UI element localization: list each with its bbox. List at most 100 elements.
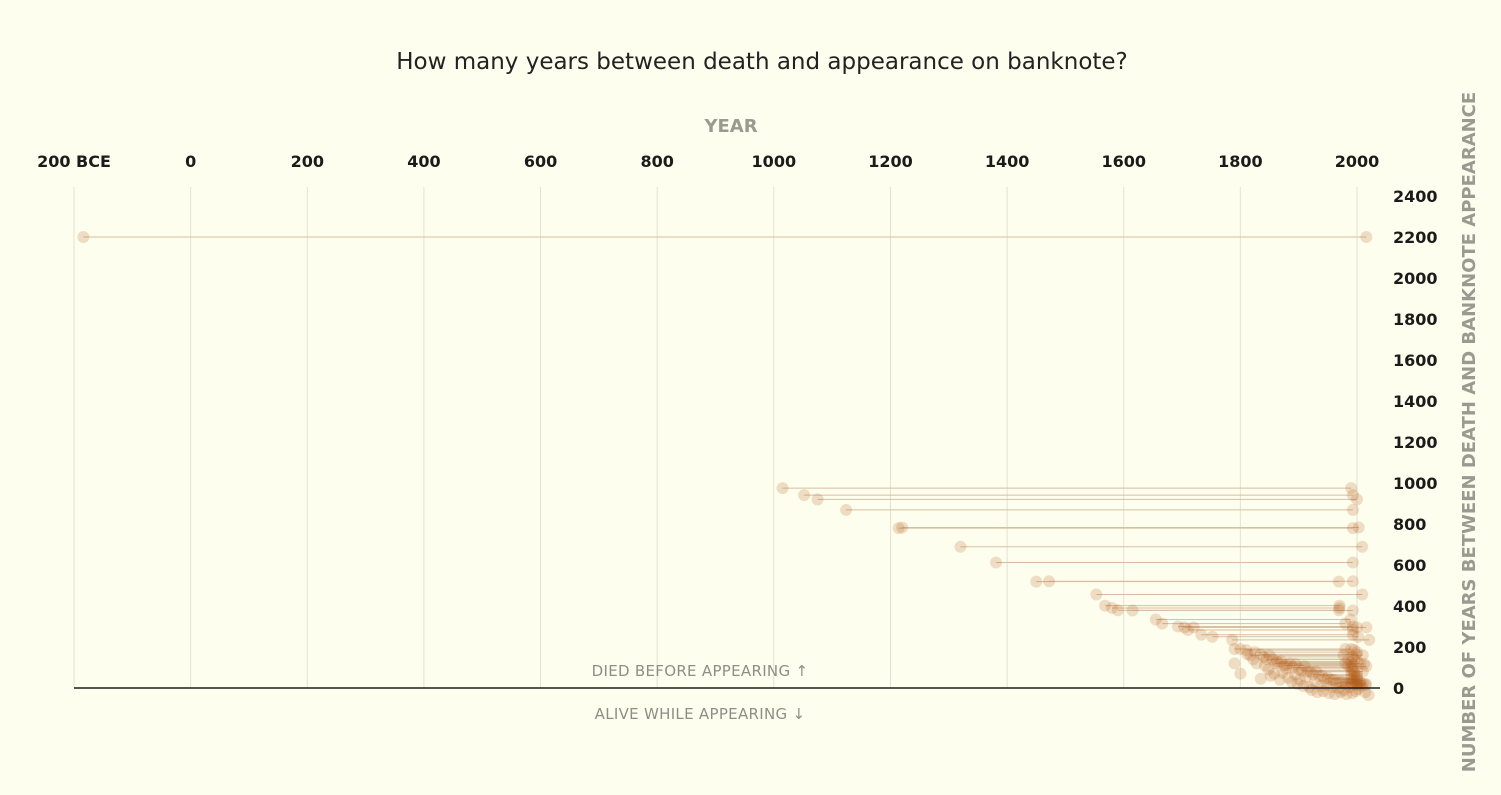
- banknote-year-point: [1356, 665, 1369, 678]
- banknote-year-point: [1346, 522, 1359, 535]
- death-year-point: [1149, 613, 1162, 626]
- data-point: [1309, 675, 1322, 688]
- banknote-year-point: [1332, 604, 1345, 617]
- banknote-year-point: [1346, 650, 1359, 663]
- data-point: [1352, 683, 1365, 696]
- data-point: [1234, 667, 1247, 680]
- y-axis-ticks: 0 200 400 600 800 1000 1200 1400 1600 1800 2000 220…: [1393, 187, 1438, 698]
- death-year-point: [1318, 672, 1331, 685]
- banknote-year-point: [1339, 657, 1352, 670]
- banknote-year-point: [1356, 588, 1369, 601]
- death-year-point: [1304, 665, 1317, 678]
- death-year-point: [1043, 575, 1056, 588]
- death-year-point: [1228, 643, 1241, 656]
- banknote-year-point: [1348, 669, 1361, 682]
- y-tick-label: 600: [1393, 556, 1426, 575]
- banknote-year-point: [1346, 503, 1359, 516]
- banknote-year-point: [1333, 602, 1346, 615]
- banknote-year-point: [1348, 644, 1361, 657]
- data-point: [1228, 657, 1241, 670]
- death-year-point: [1275, 655, 1288, 668]
- data-point: [1314, 679, 1327, 692]
- death-year-point: [1278, 659, 1291, 672]
- data-point: [1293, 673, 1306, 686]
- banknote-year-point: [1346, 620, 1359, 633]
- data-point: [1279, 662, 1292, 675]
- death-year-point: [1206, 630, 1219, 643]
- y-tick-label: 800: [1393, 515, 1426, 534]
- x-tick-label: 1000: [752, 152, 797, 171]
- death-year-point: [1324, 673, 1337, 686]
- death-year-point: [1226, 633, 1239, 646]
- banknote-year-point: [1351, 665, 1363, 678]
- y-tick-label: 1400: [1393, 392, 1438, 411]
- death-year-point: [1321, 671, 1334, 684]
- banknote-year-point: [1353, 657, 1366, 670]
- banknote-year-point: [1356, 540, 1369, 553]
- death-year-point: [798, 489, 811, 502]
- death-year-point: [77, 231, 90, 243]
- y-axis-title: NUMBER OF YEARS BETWEEN DEATH AND BANKNO…: [1459, 92, 1480, 772]
- data-point: [1340, 688, 1353, 701]
- banknote-year-point: [1351, 646, 1363, 659]
- death-year-point: [1156, 617, 1169, 630]
- death-year-point: [892, 522, 905, 535]
- y-tick-label: 2000: [1393, 269, 1438, 288]
- data-point: [1258, 659, 1271, 672]
- data-point: [1311, 686, 1324, 699]
- banknote-year-point: [1345, 661, 1358, 674]
- connector-lines: [83, 236, 1370, 686]
- death-year-point: [1254, 648, 1267, 661]
- chart-title: How many years between death and appeara…: [396, 49, 1128, 75]
- death-year-point: [1313, 669, 1326, 682]
- data-point: [1262, 663, 1275, 676]
- data-point: [1282, 671, 1295, 684]
- data-point: [1359, 686, 1372, 699]
- y-tick-label: 2400: [1393, 187, 1438, 206]
- death-year-point: [1333, 675, 1346, 688]
- death-year-point: [1090, 588, 1103, 601]
- death-year-point: [1339, 677, 1352, 690]
- data-point: [1303, 680, 1316, 693]
- death-year-point: [1295, 664, 1308, 677]
- data-point: [1346, 687, 1359, 700]
- data-point: [1338, 684, 1351, 697]
- death-year-point: [1310, 665, 1323, 678]
- data-point: [1328, 688, 1341, 701]
- death-year-point: [776, 482, 789, 495]
- x-tick-label: 1400: [985, 152, 1030, 171]
- banknote-year-point: [1351, 673, 1363, 686]
- banknote-year-point: [1339, 617, 1352, 630]
- x-tick-label: 200: [291, 152, 324, 171]
- y-tick-label: 1000: [1393, 474, 1438, 493]
- alive-while-annotation: ALIVE WHILE APPEARING ↓: [595, 705, 806, 723]
- death-year-point: [1307, 668, 1320, 681]
- banknote-year-point: [1346, 623, 1359, 636]
- data-point: [1344, 680, 1357, 693]
- data-point: [1264, 669, 1277, 682]
- data-point: [1254, 672, 1267, 685]
- banknote-year-point: [1346, 575, 1359, 588]
- banknote-year-point: [1351, 677, 1363, 690]
- banknote-year-point: [1345, 668, 1358, 681]
- data-point: [1276, 666, 1289, 679]
- death-year-point: [1257, 650, 1270, 663]
- death-year-point: [954, 540, 967, 553]
- y-tick-label: 400: [1393, 597, 1426, 616]
- death-year-point: [1292, 662, 1305, 675]
- banknote-year-point: [1357, 658, 1370, 671]
- banknote-year-point: [1360, 231, 1373, 243]
- death-year-point: [1260, 653, 1273, 666]
- x-tick-label: 1800: [1218, 152, 1263, 171]
- banknote-year-point: [1332, 575, 1345, 588]
- banknote-year-point: [1346, 662, 1359, 675]
- banknote-year-point: [1353, 677, 1366, 690]
- banknote-year-point: [1333, 599, 1346, 612]
- death-year-point: [1281, 658, 1294, 671]
- x-tick-label: 2000: [1335, 152, 1380, 171]
- death-year-point: [1286, 661, 1299, 674]
- banknote-year-point: [1351, 493, 1363, 506]
- data-point: [1299, 670, 1312, 683]
- death-year-point: [1171, 620, 1184, 633]
- grid-lines: [73, 187, 1358, 688]
